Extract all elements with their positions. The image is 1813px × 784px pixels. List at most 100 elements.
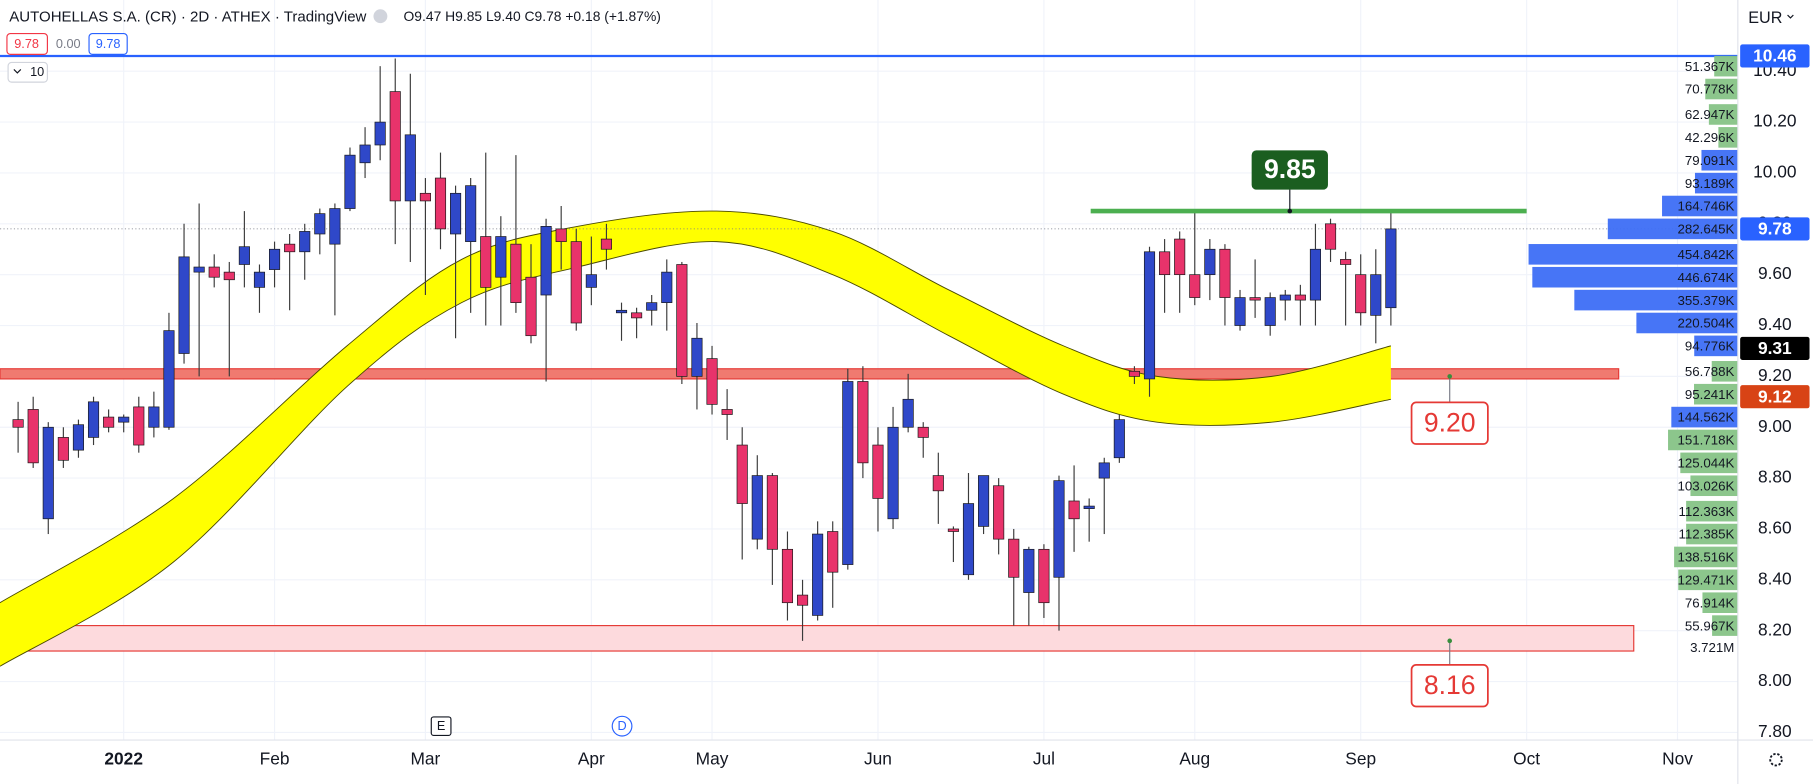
candle-body: [1023, 548, 1035, 593]
profile-label: 93.189K: [1685, 176, 1735, 191]
candle-body: [993, 485, 1005, 540]
candle-body: [178, 256, 190, 354]
x-tick-label: Sep: [1345, 748, 1376, 768]
axes: 7.80 8.00 8.20 8.40 8.60 8.80 9.00 9.20 9.40 9.60…: [104, 44, 1810, 768]
candle-body: [1385, 228, 1397, 309]
profile-label: 51.367K: [1685, 59, 1735, 74]
candle-body: [525, 276, 537, 337]
candle-body: [1068, 500, 1080, 520]
earnings-label: E: [437, 718, 445, 733]
candle-body: [434, 177, 447, 230]
indicator-box[interactable]: [7, 61, 48, 83]
price-tag-label: 9.78: [1758, 219, 1792, 239]
candle-body: [600, 238, 612, 250]
price-tag: [1740, 336, 1810, 360]
profile-bar: [1668, 429, 1738, 451]
profile-label: 164.746K: [1678, 199, 1735, 214]
candle-body: [1355, 274, 1367, 314]
profile-bar: [1694, 335, 1738, 357]
dividend-label: D: [617, 718, 626, 733]
dividend-marker[interactable]: [611, 715, 633, 737]
candle-body: [917, 426, 929, 438]
status-dot: [373, 9, 388, 24]
candle-body: [646, 302, 658, 311]
candle-body: [12, 419, 24, 428]
candle-body: [1219, 248, 1231, 298]
x-tick-label: 2022: [104, 748, 143, 768]
candle-body: [57, 437, 69, 461]
level-dot: [1447, 374, 1453, 379]
candle-body: [223, 271, 235, 281]
earnings-marker[interactable]: [430, 716, 452, 736]
candle-body: [1204, 248, 1216, 276]
y-tick-label: 10.20: [1753, 111, 1796, 131]
profile-bar: [1528, 244, 1738, 265]
profile-label: 112.363K: [1678, 504, 1734, 519]
profile-label: 151.718K: [1678, 433, 1735, 448]
y-tick-label: 10.00: [1753, 162, 1796, 182]
chevron: [1787, 14, 1794, 19]
candle-body: [857, 381, 869, 464]
profile-bar: [1718, 127, 1738, 148]
candle-body: [842, 381, 854, 565]
candle-body: [827, 531, 839, 573]
candle-body: [1264, 297, 1276, 326]
profile-label: 94.776K: [1685, 339, 1735, 354]
ask-box: [88, 32, 128, 55]
spread: 0.00: [56, 36, 81, 51]
profile-label: 125.044K: [1678, 456, 1735, 471]
candle-body: [1234, 297, 1246, 326]
settings-icon[interactable]: [1769, 752, 1783, 767]
candle-body: [1113, 419, 1125, 459]
profile-bar: [1674, 546, 1738, 568]
x-tick-label: Jul: [1033, 748, 1055, 768]
band-upper: [0, 210, 1391, 604]
price-tag: [1740, 385, 1810, 409]
level-box: [1410, 664, 1489, 708]
candle-body: [570, 241, 582, 324]
candle-body: [1370, 274, 1382, 316]
bid-box: [6, 32, 48, 55]
price-tag-label: 10.46: [1753, 46, 1797, 66]
x-tick-label: Aug: [1179, 748, 1210, 768]
profile-label: 446.674K: [1678, 270, 1735, 285]
ohlc: O9.47 H9.85 L9.40 C9.78 +0.18 (+1.87%): [404, 8, 661, 24]
profile-bar: [1532, 266, 1738, 288]
header: AUTOHELLAS S.A. (CR) · 2D · ATHEX · Trad…: [6, 8, 1794, 767]
candle-body: [148, 406, 160, 428]
profile-bar: [1694, 172, 1738, 194]
candle-body: [374, 121, 386, 146]
candle-body: [872, 444, 884, 499]
zone: [19, 625, 1635, 652]
y-tick-label: 8.80: [1758, 467, 1792, 487]
candle-body: [751, 475, 763, 540]
level-label: 9.85: [1264, 154, 1316, 184]
candle-body: [284, 243, 296, 253]
candle-body: [947, 528, 959, 532]
price-tag: [1740, 217, 1810, 241]
profile-bar: [1680, 452, 1738, 474]
candle-body: [1128, 370, 1140, 377]
candle-body: [736, 444, 748, 504]
candle-body: [540, 226, 552, 296]
candle-body: [721, 409, 733, 415]
y-tick-label: 8.00: [1758, 670, 1792, 690]
x-tick-label: Mar: [410, 748, 440, 768]
level-label: 8.16: [1424, 670, 1476, 700]
y-tick-label: 7.80: [1758, 721, 1792, 741]
x-tick-label: May: [696, 748, 729, 768]
candle-body: [118, 416, 130, 423]
profile-bar: [1705, 78, 1738, 100]
currency[interactable]: EUR: [1748, 9, 1782, 27]
candle-body: [208, 266, 220, 278]
candle-body: [1189, 274, 1201, 298]
candle-body: [314, 213, 326, 235]
profile-bar: [1574, 289, 1738, 311]
profile-bar: [1690, 475, 1738, 497]
candle-body: [299, 231, 311, 253]
candle-body: [615, 309, 628, 314]
y-tick-label: 9.60: [1758, 263, 1792, 283]
profile-bar: [1671, 406, 1738, 428]
candle-body: [1340, 259, 1352, 265]
